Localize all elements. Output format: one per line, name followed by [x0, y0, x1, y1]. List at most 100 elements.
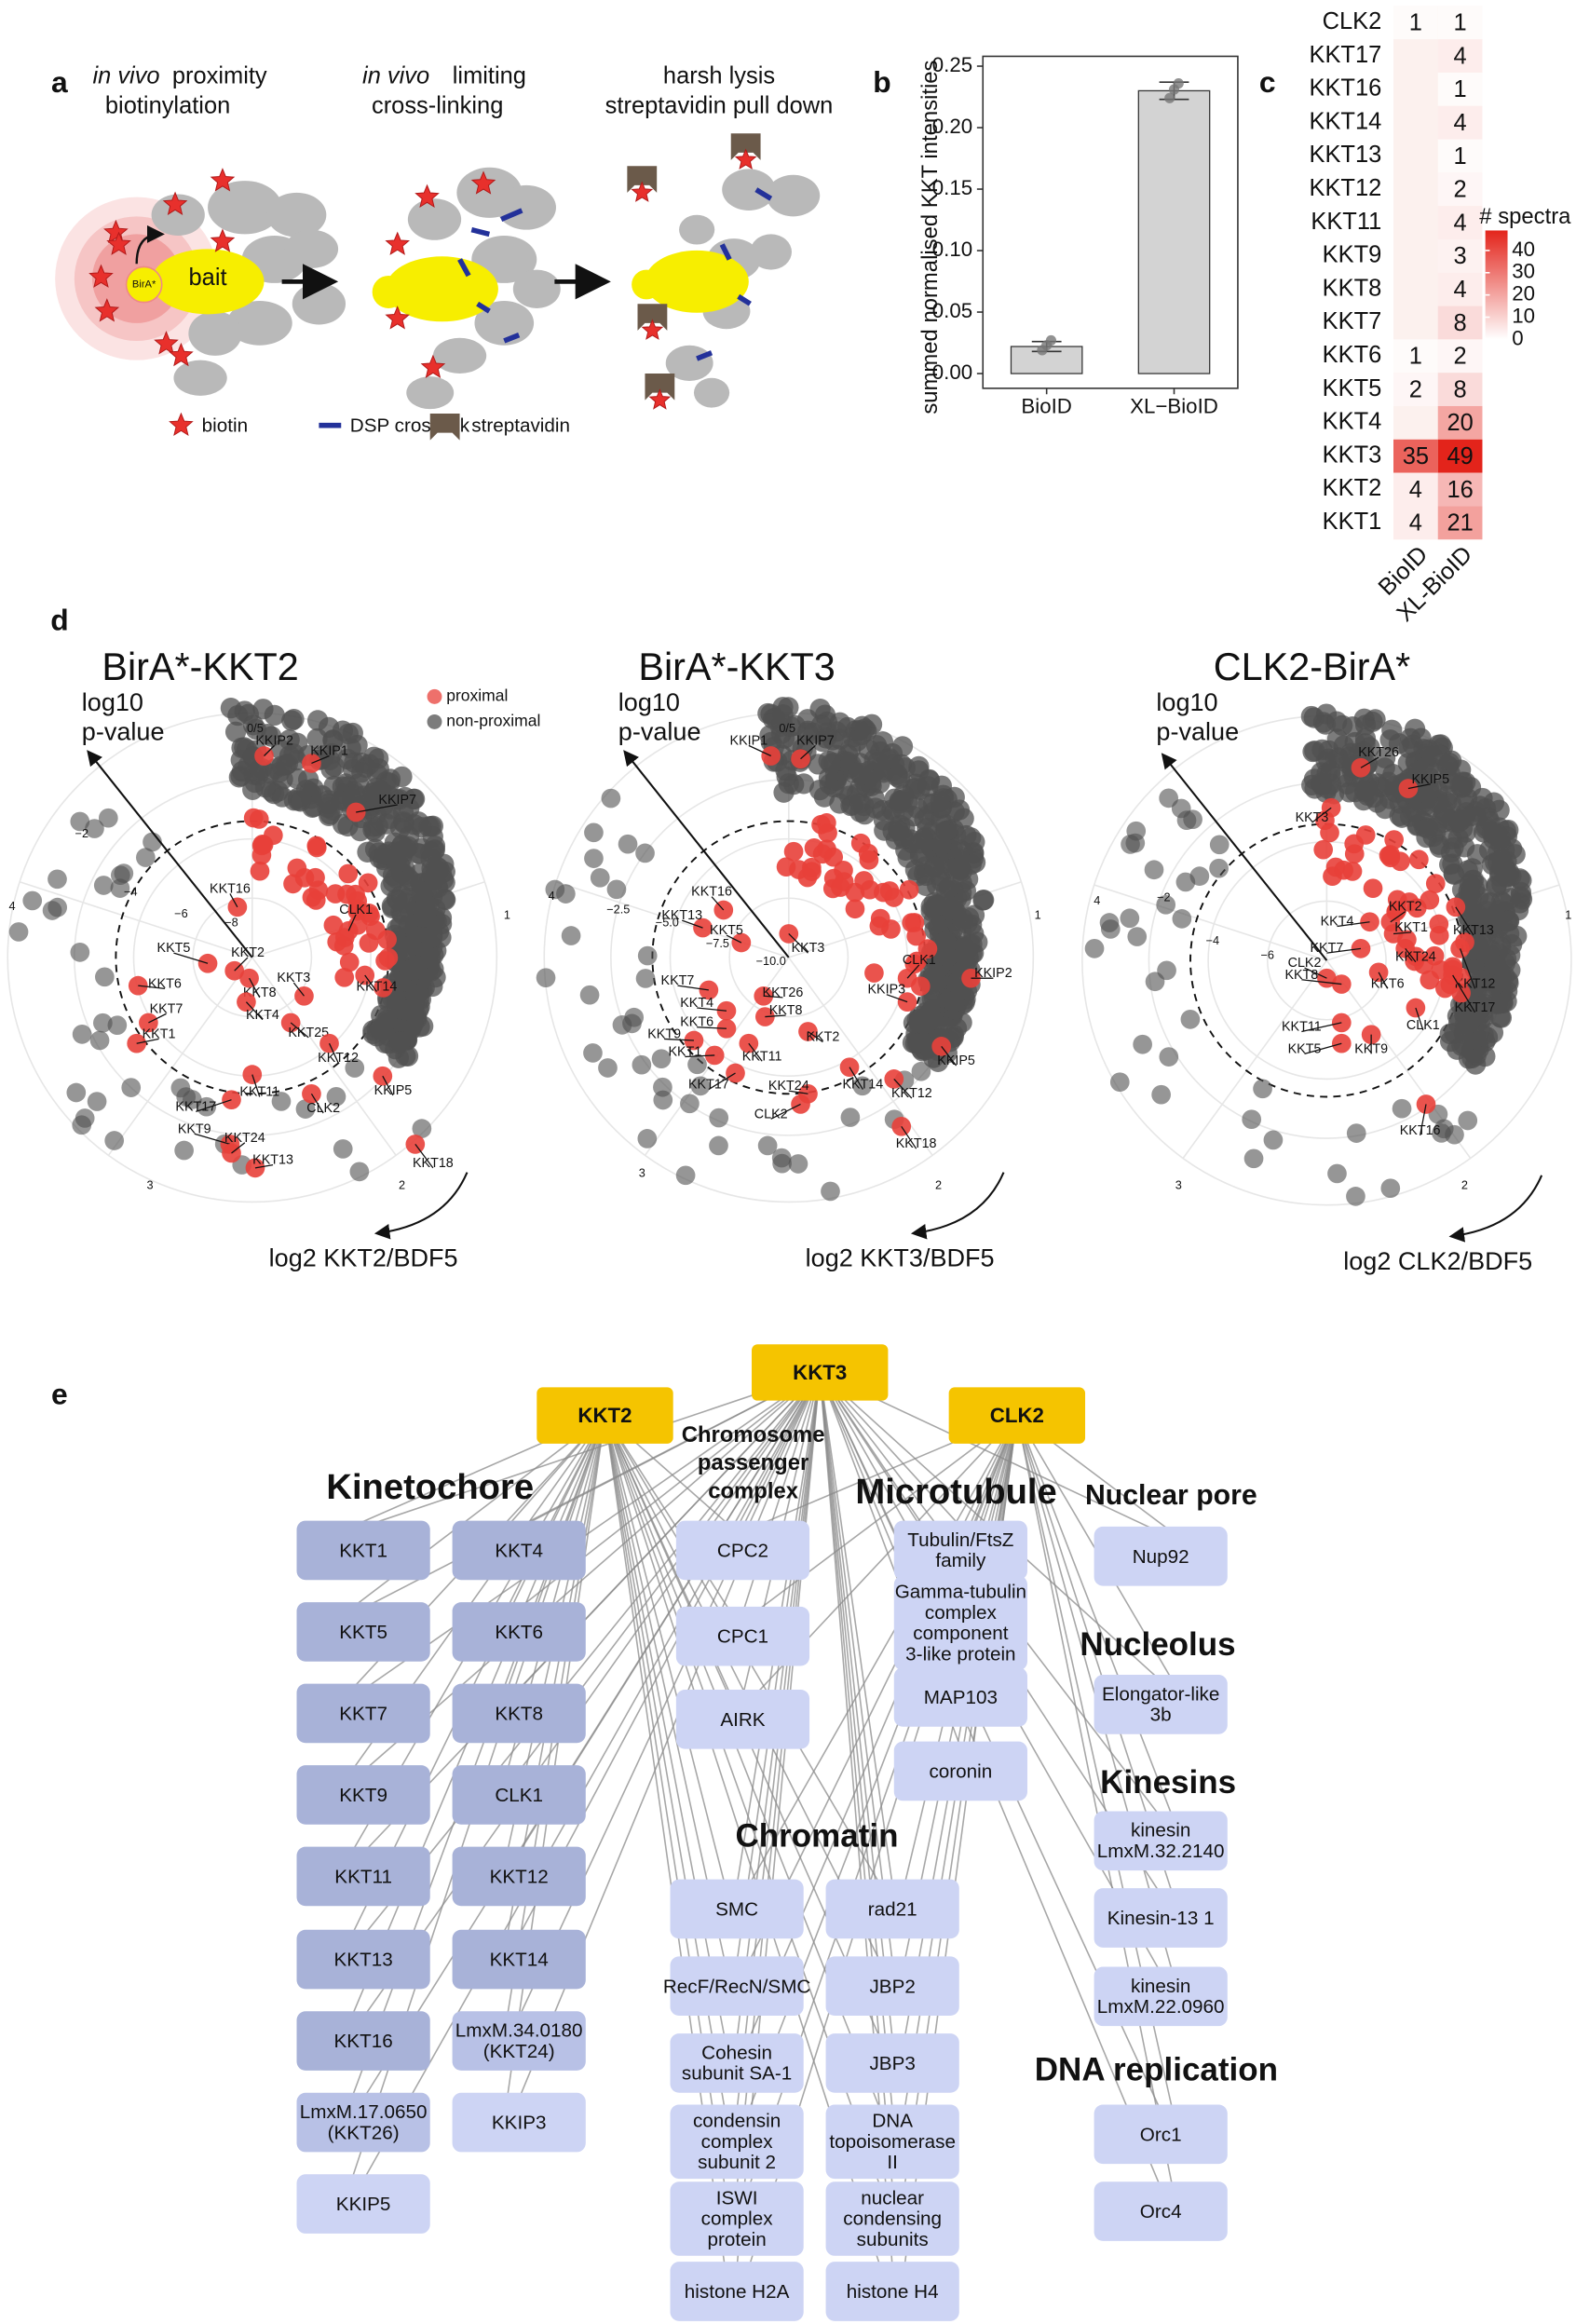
protein: [292, 282, 346, 325]
proximal-point: [1420, 970, 1440, 990]
protein-label: KKT16: [691, 885, 732, 900]
polar-spoke: [1094, 884, 1327, 961]
step-title: proximity: [172, 62, 267, 88]
colorbar-label: 40: [1512, 238, 1535, 261]
non-proximal-point: [598, 1058, 618, 1078]
heatmap-cell: [1437, 105, 1483, 140]
node-label: Kinesin-13 1: [1107, 1908, 1215, 1929]
non-proximal-point: [772, 1153, 792, 1174]
proximal-point: [1399, 892, 1420, 912]
protein-label: CLK2: [1288, 956, 1322, 971]
streptavidin-shape: [730, 133, 761, 160]
node-label: Cohesin subunit SA-1: [682, 2043, 792, 2085]
cell-value: 1: [1454, 143, 1467, 170]
heatmap-cell: [1393, 339, 1438, 374]
label-leader: [1304, 1042, 1342, 1054]
protein-label: KKT5: [157, 941, 191, 956]
edge: [819, 1372, 893, 1963]
node-label: Gamma-tubulin complex component 3-like prot…: [895, 1582, 1026, 1665]
non-proximal-point: [388, 789, 411, 810]
protein: [406, 376, 455, 410]
streptavidin-shape: [429, 413, 460, 441]
polar-plot: KKIP2KKIP1KKIP7KKT16KKT5KKT2KKT6KKT8KKT3…: [7, 646, 540, 1272]
non-proximal-point: [403, 959, 426, 981]
proximal-point: [1342, 862, 1363, 881]
proximal-point: [817, 813, 836, 833]
non-proximal-point: [387, 1047, 410, 1068]
heatmap-cell: [1437, 39, 1483, 73]
node-box: [893, 1741, 1027, 1801]
non-proximal-point: [536, 968, 556, 988]
node-box: [1094, 1526, 1228, 1586]
label-leader: [264, 744, 276, 756]
protein-label: KKT13: [1453, 923, 1494, 938]
heatmap-cell: [1393, 439, 1438, 473]
non-proximal-point: [66, 1082, 87, 1103]
heatmap-cell: [1437, 72, 1483, 106]
protein-label: CLK1: [1406, 1018, 1440, 1033]
non-proximal-point: [295, 1099, 316, 1119]
non-proximal-point: [584, 849, 604, 868]
non-proximal-point: [8, 922, 29, 942]
node-label: RecF/RecN/SMC: [663, 1976, 811, 1997]
node-label: KKIP5: [336, 2194, 391, 2215]
edge: [362, 1371, 821, 1773]
protein-label: KKT1: [143, 1026, 176, 1041]
radial-tick-label: −10.0: [756, 954, 786, 968]
radial-tick-label: −4: [1206, 933, 1220, 947]
label-leader: [1393, 931, 1412, 935]
node-box: [670, 1956, 804, 2017]
hub-box: [948, 1387, 1086, 1444]
proximal-point: [378, 947, 399, 968]
node-box: [825, 2033, 959, 2093]
crosslink: [503, 333, 521, 344]
step-title: harsh lysis: [663, 62, 775, 88]
legend-label: biotin: [202, 415, 248, 437]
non-proximal-point: [931, 834, 952, 856]
bait-shape: [151, 249, 265, 315]
non-proximal-point: [917, 793, 939, 814]
protein-label: KKT8: [769, 1003, 803, 1018]
label-leader: [849, 1067, 863, 1090]
proximal-point: [334, 967, 355, 987]
non-proximal-point: [279, 729, 300, 751]
edge: [604, 1415, 882, 1964]
non-proximal-point: [1458, 1110, 1478, 1131]
protein-label: KKT13: [661, 908, 702, 923]
panel-label: d: [50, 604, 68, 637]
protein: [188, 311, 242, 356]
protein: [432, 337, 487, 374]
protein-label: KKT12: [1455, 976, 1496, 991]
x-axis-arrow: [374, 1172, 469, 1240]
colorbar-label: 30: [1512, 260, 1535, 283]
row-label: KKT16: [1309, 75, 1381, 102]
protein: [284, 229, 339, 269]
protein-label: KKT11: [239, 1084, 279, 1099]
non-proximal-point: [1109, 1072, 1130, 1093]
node-label: CPC1: [717, 1626, 768, 1648]
proximal-point: [1429, 925, 1449, 945]
biotin-star: [162, 191, 188, 215]
non-proximal-point: [98, 808, 118, 828]
proximal-point: [881, 919, 901, 939]
non-proximal-point: [306, 710, 329, 731]
streptavidin-shape: [645, 373, 675, 401]
non-proximal-point: [1352, 789, 1375, 811]
proximal-point: [287, 858, 307, 878]
protein-label: KKT9: [647, 1026, 681, 1041]
non-proximal-point: [1159, 1047, 1179, 1067]
panel-label: e: [51, 1377, 68, 1410]
non-proximal-point: [347, 773, 370, 795]
hub-label: KKT3: [793, 1361, 847, 1384]
non-proximal-point: [1439, 853, 1461, 876]
non-proximal-point: [1346, 1187, 1365, 1206]
birA-shape: [125, 265, 163, 304]
non-proximal-point: [1380, 1178, 1401, 1199]
non-proximal-point: [944, 991, 965, 1013]
protein-label: KKT7: [1311, 941, 1344, 956]
bait-shape: [645, 250, 749, 313]
protein: [679, 214, 715, 245]
non-proximal-point: [1400, 727, 1421, 749]
non-proximal-point: [1100, 919, 1121, 939]
